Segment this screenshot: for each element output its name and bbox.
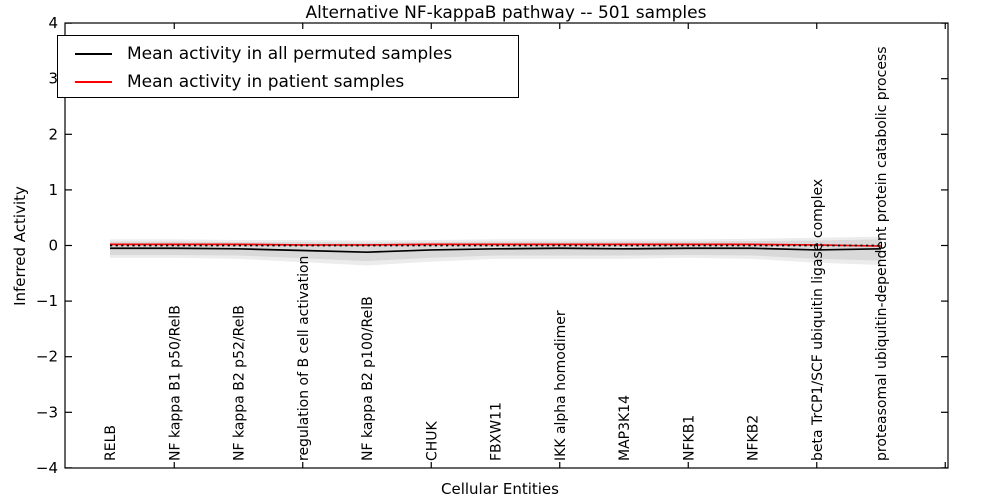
y-tick-label: 4 [48, 14, 58, 32]
y-tick-label: 1 [48, 181, 58, 199]
x-entity-label: FBXW11 [489, 402, 505, 461]
chart-title: Alternative NF-kappaB pathway -- 501 sam… [305, 3, 707, 23]
x-entity-label: beta TrCP1/SCF ubiquitin ligase complex [810, 179, 826, 461]
legend: Mean activity in all permuted samples Mea… [57, 35, 519, 98]
x-entity-label: NFKB2 [746, 415, 762, 461]
y-tick-label: 3 [48, 70, 58, 88]
x-entity-label: proteasomal ubiquitin-dependent protein … [874, 46, 890, 461]
y-tick-label: −3 [36, 403, 58, 421]
y-tick-label: −4 [36, 459, 58, 477]
x-entity-label: NFKB1 [681, 415, 697, 461]
x-entity-label: NF kappa B2 p52/RelB [232, 305, 248, 461]
patient-mean-line [110, 243, 882, 247]
x-entity-label: regulation of B cell activation [296, 256, 312, 461]
legend-entry-label: Mean activity in all permuted samples [127, 44, 453, 64]
y-tick-label: 0 [48, 237, 58, 255]
x-entity-label: NF kappa B2 p100/RelB [360, 296, 376, 461]
permuted-mean-line [110, 247, 882, 254]
x-entity-label: NF kappa B1 p50/RelB [167, 305, 183, 461]
x-entity-label: CHUK [424, 420, 440, 461]
x-entity-label: MAP3K14 [617, 395, 633, 461]
y-tick-label: 2 [48, 125, 58, 143]
legend-entry: Mean activity in patient samples [58, 68, 518, 96]
x-entity-label: IKK alpha homodimer [553, 310, 569, 461]
legend-line-swatch [75, 53, 112, 55]
legend-entry: Mean activity in all permuted samples [58, 40, 518, 68]
y-tick-label: −1 [36, 292, 58, 310]
legend-line-swatch [75, 81, 112, 83]
x-axis-label: Cellular Entities [441, 480, 559, 498]
y-tick-label: −2 [36, 348, 58, 366]
x-entity-label: RELB [103, 425, 119, 461]
legend-entry-label: Mean activity in patient samples [127, 72, 405, 92]
